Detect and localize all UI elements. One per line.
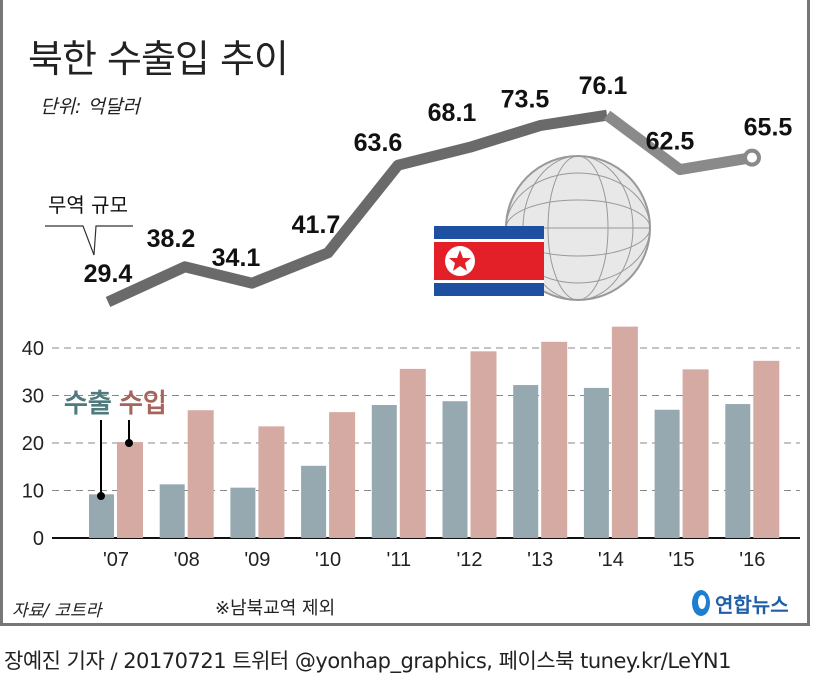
y-tick-label: 10 <box>22 481 44 503</box>
export-bar <box>371 405 397 538</box>
import-bar <box>117 442 143 538</box>
x-tick-label: '15 <box>669 549 695 571</box>
import-bar <box>399 368 426 538</box>
trade-volume-callout: 무역 규모 <box>45 193 133 256</box>
note-label: ※남북교역 제외 <box>215 598 336 619</box>
export-bar <box>89 494 114 538</box>
export-bar <box>513 385 539 538</box>
chart-frame <box>0 0 810 626</box>
x-tick-label: '16 <box>739 549 765 571</box>
y-tick-label: 0 <box>33 528 44 550</box>
line-data-label: 34.1 <box>212 244 261 272</box>
legend-import: 수입 <box>119 389 167 419</box>
svg-text:무역 규모: 무역 규모 <box>48 193 128 217</box>
y-tick-label: 40 <box>22 338 44 360</box>
line-data-label: 68.1 <box>428 99 477 127</box>
x-tick-label: '10 <box>315 549 341 571</box>
line-data-label: 29.4 <box>84 260 133 288</box>
x-tick-label: '13 <box>527 549 553 571</box>
page-title: 북한 수출입 추이 <box>28 37 289 81</box>
line-endpoint-marker <box>743 148 761 167</box>
export-bar <box>301 465 327 538</box>
x-tick-label: '07 <box>103 549 129 571</box>
import-bar <box>470 351 497 538</box>
import-bar <box>258 426 285 538</box>
export-bar <box>230 487 256 538</box>
trade-volume-line-recent <box>603 110 753 176</box>
legend-export: 수출 <box>64 389 112 419</box>
x-tick-label: '14 <box>598 549 624 571</box>
line-data-label: 65.5 <box>744 114 793 142</box>
import-bar <box>329 412 356 538</box>
unit-label: 단위: 억달러 <box>40 96 140 118</box>
line-data-label: 38.2 <box>147 225 196 253</box>
trade-volume-line <box>105 109 608 308</box>
x-tick-label: '08 <box>174 549 200 571</box>
import-bar <box>611 326 638 538</box>
yonhap-logo-icon <box>692 590 710 616</box>
x-tick-label: '11 <box>387 549 412 571</box>
export-bar <box>583 387 609 538</box>
x-tick-label: '09 <box>244 549 270 571</box>
credit-line: 장예진 기자 / 20170721 트위터 @yonhap_graphics, … <box>4 649 732 673</box>
north-korea-flag-icon <box>434 226 544 296</box>
line-data-label: 76.1 <box>579 72 628 100</box>
y-tick-label: 30 <box>22 386 44 408</box>
source-label: 자료/ 코트라 <box>12 601 102 621</box>
import-bar <box>187 410 214 538</box>
import-bar <box>682 369 709 538</box>
line-data-label: 73.5 <box>501 86 550 114</box>
export-bar <box>654 409 680 538</box>
export-bar <box>725 404 751 538</box>
line-data-label: 41.7 <box>292 211 341 239</box>
import-bar <box>541 341 568 538</box>
x-tick-label: '12 <box>456 549 482 571</box>
yonhap-logo: 연합뉴스 <box>690 588 789 618</box>
line-data-label: 63.6 <box>354 129 403 157</box>
export-bar <box>442 401 468 538</box>
export-bar <box>159 484 185 538</box>
y-tick-label: 20 <box>22 433 44 455</box>
import-bar <box>753 360 780 538</box>
line-data-label: 62.5 <box>646 128 695 156</box>
